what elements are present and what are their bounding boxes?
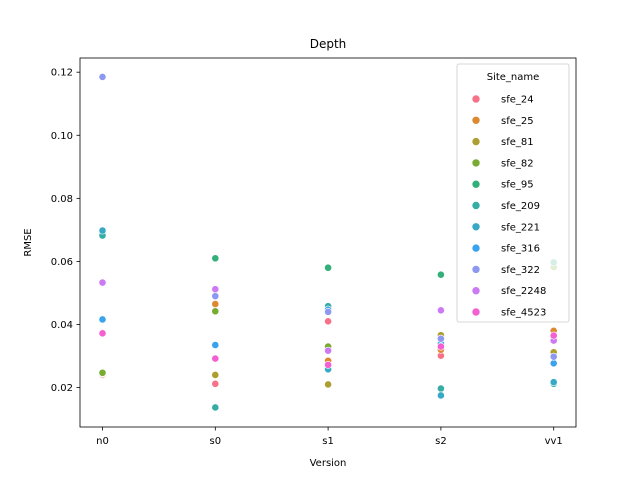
legend-marker-sfe_2248 (471, 286, 481, 296)
y-tick-label: 0.02 (51, 383, 73, 394)
legend-label: sfe_24 (501, 95, 534, 106)
x-tick-label: n0 (96, 436, 109, 447)
legend-label: sfe_81 (501, 137, 534, 148)
legend-title: Site_name (487, 72, 540, 83)
data-point-sfe_322 (549, 352, 558, 361)
legend-label: sfe_322 (501, 265, 540, 276)
legend-label: sfe_316 (501, 244, 540, 255)
y-tick-label: 0.12 (51, 68, 73, 79)
data-point-sfe_322 (98, 73, 107, 81)
legend-label: sfe_4523 (501, 308, 546, 319)
data-point-sfe_24 (211, 379, 220, 388)
x-axis-title: Version (310, 458, 347, 469)
data-point-sfe_4523 (98, 329, 107, 338)
data-point-sfe_4523 (211, 354, 220, 363)
data-point-sfe_2248 (324, 346, 332, 355)
y-tick-label: 0.08 (51, 194, 73, 205)
data-point-sfe_316 (549, 359, 558, 368)
legend-label: sfe_209 (501, 201, 540, 212)
y-tick-label: 0.10 (51, 131, 73, 142)
data-point-sfe_209 (436, 384, 445, 393)
data-point-sfe_2248 (211, 285, 220, 294)
data-point-sfe_82 (211, 307, 220, 316)
legend-marker-sfe_322 (471, 265, 481, 274)
data-point-sfe_316 (98, 315, 107, 324)
data-point-sfe_316 (211, 341, 220, 349)
legend-marker-sfe_25 (471, 116, 481, 125)
y-tick-label: 0.04 (51, 320, 73, 331)
data-point-sfe_221 (436, 391, 445, 400)
legend-marker-sfe_95 (471, 179, 481, 189)
legend-label: sfe_221 (501, 222, 540, 233)
data-point-sfe_322 (324, 307, 332, 316)
data-point-sfe_322 (211, 292, 220, 301)
x-tick-label: s1 (322, 436, 334, 447)
data-points (98, 73, 558, 412)
data-point-sfe_2248 (98, 278, 107, 287)
legend-marker-sfe_316 (471, 243, 481, 253)
data-point-sfe_95 (211, 254, 220, 263)
legend-marker-sfe_24 (471, 94, 481, 104)
data-point-sfe_4523 (324, 360, 332, 369)
x-tick-label: s2 (435, 436, 447, 447)
legend-marker-sfe_81 (471, 137, 481, 146)
legend-marker-sfe_4523 (471, 307, 481, 317)
legend-marker-sfe_209 (471, 201, 481, 210)
data-point-sfe_82 (98, 368, 107, 377)
legend-marker-sfe_221 (471, 222, 481, 232)
data-point-sfe_209 (211, 403, 220, 412)
legend-label: sfe_2248 (501, 286, 546, 297)
y-axis-title: RMSE (23, 228, 34, 256)
legend: Site_name sfe_24 sfe_25 sfe_81 sfe_82 sfe_95… (456, 63, 570, 323)
data-point-sfe_24 (324, 317, 332, 326)
legend-marker-sfe_82 (471, 158, 481, 168)
data-point-sfe_2248 (436, 306, 445, 315)
legend-box (456, 63, 570, 323)
y-tick-label: 0.06 (51, 257, 73, 268)
data-point-sfe_4523 (436, 342, 445, 351)
x-axis: n0 s0 s1 s2 vv1 (96, 427, 563, 447)
data-point-sfe_95 (436, 270, 445, 279)
data-point-sfe_81 (324, 380, 332, 389)
data-point-sfe_25 (211, 300, 220, 308)
legend-items: sfe_24 sfe_25 sfe_81 sfe_82 sfe_95 sfe_209sfe… (471, 94, 546, 319)
y-axis: 0.02 0.04 0.06 0.08 0.10 0.12 (51, 68, 80, 394)
data-point-sfe_81 (211, 371, 220, 379)
data-point-sfe_322 (436, 334, 445, 343)
legend-label: sfe_95 (501, 180, 534, 191)
data-point-sfe_4523 (549, 331, 558, 340)
data-point-sfe_221 (549, 378, 558, 387)
legend-label: sfe_82 (501, 158, 534, 169)
chart-title: Depth (310, 37, 347, 51)
data-point-sfe_221 (98, 226, 107, 235)
data-point-sfe_95 (324, 263, 332, 272)
x-tick-label: vv1 (545, 436, 563, 447)
legend-label: sfe_25 (501, 116, 534, 127)
x-tick-label: s0 (210, 436, 222, 447)
